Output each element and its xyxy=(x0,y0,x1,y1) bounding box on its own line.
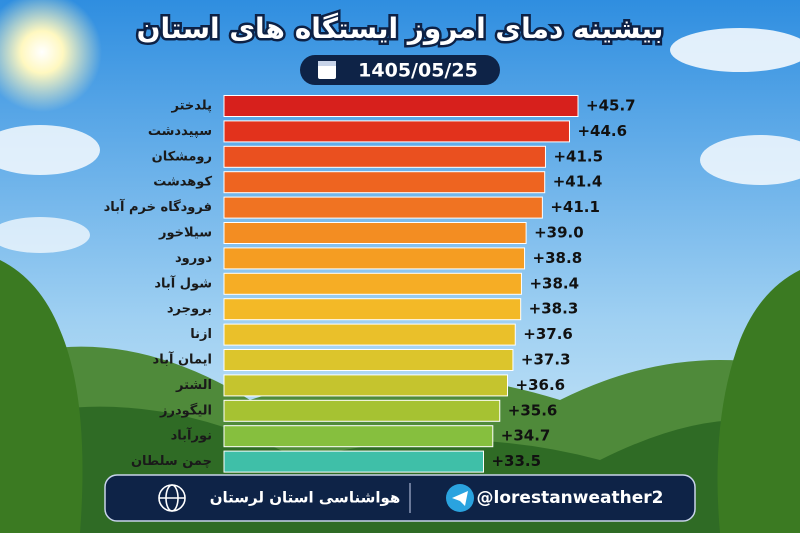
category-label: رومشکان xyxy=(152,149,212,164)
value-label: +38.4 xyxy=(529,274,579,292)
value-label: +45.7 xyxy=(586,97,636,115)
category-label: سیلاخور xyxy=(158,226,212,241)
bar xyxy=(223,323,516,346)
category-label: دورود xyxy=(175,251,212,266)
value-label: +35.6 xyxy=(508,401,558,419)
category-label: شول آباد xyxy=(154,274,212,291)
telegram-icon xyxy=(446,484,474,512)
bar xyxy=(223,425,494,448)
value-label: +41.1 xyxy=(550,198,600,216)
chart-title: بیشینه دمای امروز ایستگاه های استان xyxy=(137,12,664,45)
category-label: نورآباد xyxy=(171,427,212,444)
bar xyxy=(223,450,484,473)
chart-subtitle: 1405/05/25 xyxy=(358,60,478,82)
globe-icon xyxy=(158,484,186,512)
value-label: +41.5 xyxy=(553,147,603,165)
value-label: +41.4 xyxy=(553,173,603,191)
calendar-icon xyxy=(318,61,336,79)
value-label: +34.7 xyxy=(501,427,551,445)
bar xyxy=(223,247,526,270)
bar xyxy=(223,374,509,397)
category-label: چمن سلطان xyxy=(131,454,212,469)
bar xyxy=(223,171,546,194)
value-label: +37.3 xyxy=(521,351,571,369)
category-label: الیگودرز xyxy=(159,402,212,418)
value-label: +37.6 xyxy=(523,325,573,343)
value-label: +44.6 xyxy=(577,122,627,140)
category-label: بروجرد xyxy=(167,302,212,317)
footer-agency: هواشناسی استان لرستان xyxy=(210,489,401,507)
value-label: +38.3 xyxy=(529,300,579,318)
bar xyxy=(223,120,570,143)
bar xyxy=(223,95,579,117)
category-label: پلدختر xyxy=(171,99,212,114)
category-label: ایمان آباد xyxy=(153,351,212,368)
value-label: +38.8 xyxy=(533,249,583,267)
bar xyxy=(223,196,543,219)
bars: پلدختر +45.7 سپیددشت +44.6 رومشکان +41.5 کوهدش… xyxy=(104,95,636,473)
category-label: الشتر xyxy=(175,378,212,393)
bar xyxy=(223,145,546,168)
category-label: کوهدشت xyxy=(153,175,212,190)
footer-handle: @lorestanweather2 xyxy=(477,488,664,508)
value-label: +39.0 xyxy=(534,224,584,242)
category-label: ازنا xyxy=(190,327,212,342)
value-label: +36.6 xyxy=(516,376,566,394)
bar xyxy=(223,298,522,321)
bar xyxy=(223,399,501,422)
bar xyxy=(223,272,522,295)
bar xyxy=(223,222,527,244)
footer-box xyxy=(104,474,696,522)
value-label: +33.5 xyxy=(491,452,541,470)
date-pill xyxy=(300,55,500,85)
category-label: فرودگاه خرم آباد xyxy=(104,198,212,215)
category-label: سپیددشت xyxy=(148,124,212,139)
bar xyxy=(223,349,514,371)
